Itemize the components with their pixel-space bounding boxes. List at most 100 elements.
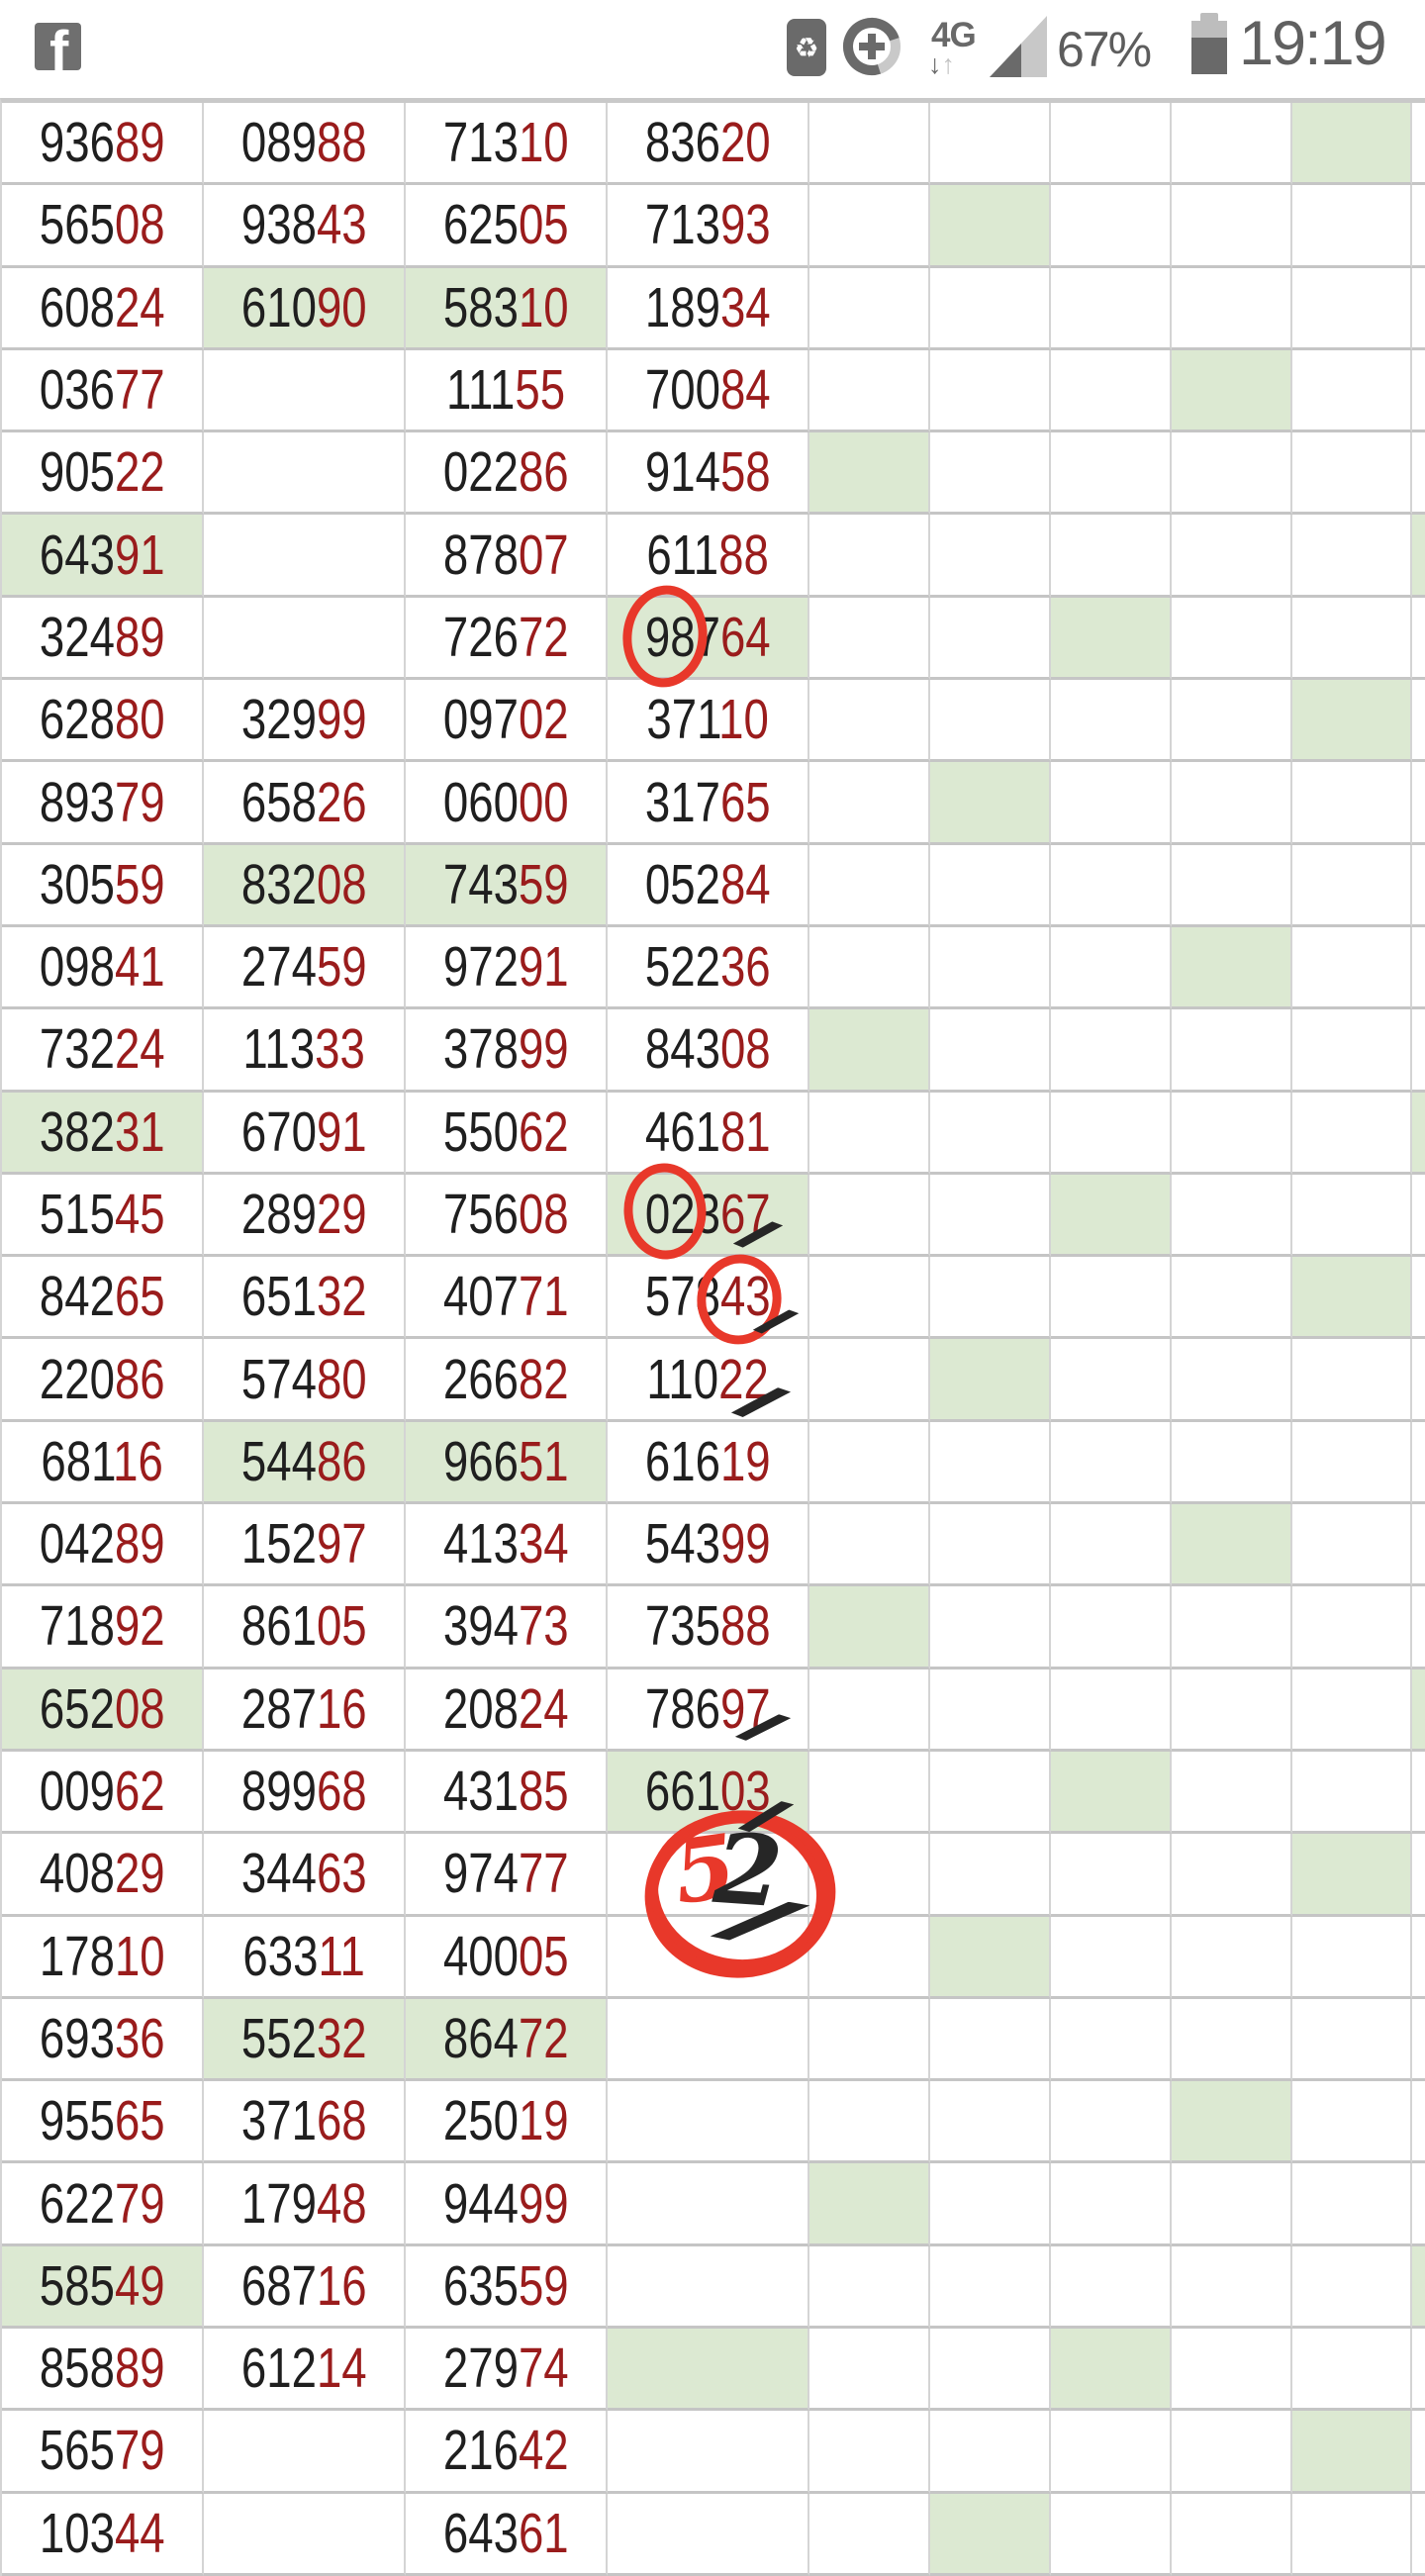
empty-cell bbox=[1051, 1092, 1172, 1175]
number-cell: 20824 bbox=[406, 1669, 608, 1752]
empty-cell bbox=[809, 349, 930, 433]
number-cell: 71310 bbox=[406, 103, 608, 186]
empty-cell bbox=[608, 2411, 809, 2494]
empty-cell bbox=[1412, 2493, 1425, 2576]
empty-cell bbox=[809, 1504, 930, 1587]
empty-cell bbox=[1292, 926, 1412, 1010]
number-cell: 85889 bbox=[2, 2329, 204, 2412]
empty-cell bbox=[1172, 1092, 1292, 1175]
empty-cell bbox=[1292, 432, 1412, 516]
empty-cell bbox=[809, 2329, 930, 2412]
number-cell: 34463 bbox=[204, 1834, 406, 1917]
number-cell: 94499 bbox=[406, 2163, 608, 2246]
empty-cell bbox=[1412, 2329, 1425, 2412]
number-cell: 56579 bbox=[2, 2411, 204, 2494]
power-saving-icon: ♻ bbox=[787, 19, 826, 76]
empty-cell bbox=[930, 1257, 1051, 1340]
number-cell: 40829 bbox=[2, 1834, 204, 1917]
empty-cell bbox=[608, 1834, 809, 1917]
empty-cell bbox=[930, 597, 1051, 681]
empty-cell bbox=[930, 1421, 1051, 1505]
empty-cell bbox=[1292, 2329, 1412, 2412]
empty-cell bbox=[1172, 2163, 1292, 2246]
empty-cell bbox=[1292, 2245, 1412, 2330]
number-cell: 58549 bbox=[2, 2245, 204, 2330]
empty-cell bbox=[1051, 103, 1172, 186]
empty-cell bbox=[1292, 1834, 1412, 1917]
number-cell: 32999 bbox=[204, 680, 406, 763]
number-cell: 31765 bbox=[608, 762, 809, 845]
number-cell: 61090 bbox=[204, 267, 406, 350]
empty-cell bbox=[930, 1092, 1051, 1175]
number-cell: 68116 bbox=[2, 1421, 204, 1505]
empty-cell bbox=[1292, 1998, 1412, 2082]
number-cell: 54486 bbox=[204, 1421, 406, 1505]
empty-cell bbox=[930, 1834, 1051, 1917]
empty-cell bbox=[809, 1174, 930, 1258]
empty-cell bbox=[1051, 762, 1172, 845]
number-cell: 40771 bbox=[406, 1257, 608, 1340]
empty-cell bbox=[1412, 2411, 1425, 2494]
number-cell: 28716 bbox=[204, 1669, 406, 1752]
number-cell: 27459 bbox=[204, 926, 406, 1010]
number-cell: 65826 bbox=[204, 762, 406, 845]
empty-cell bbox=[809, 2245, 930, 2330]
empty-cell bbox=[1292, 1421, 1412, 1505]
number-cell: 58310 bbox=[406, 267, 608, 350]
number-cell: 78697 bbox=[608, 1669, 809, 1752]
number-cell: 04289 bbox=[2, 1504, 204, 1587]
number-cell: 65208 bbox=[2, 1669, 204, 1752]
empty-cell bbox=[1051, 267, 1172, 350]
empty-cell bbox=[1172, 2411, 1292, 2494]
number-cell: 02286 bbox=[406, 432, 608, 516]
number-cell: 84308 bbox=[608, 1009, 809, 1093]
empty-cell bbox=[1172, 2493, 1292, 2576]
number-cell: 96651 bbox=[406, 1421, 608, 1505]
number-cell: 62279 bbox=[2, 2163, 204, 2246]
empty-cell bbox=[1051, 1421, 1172, 1505]
empty-cell bbox=[809, 597, 930, 681]
empty-cell bbox=[930, 926, 1051, 1010]
number-cell: 30559 bbox=[2, 844, 204, 927]
empty-cell bbox=[1412, 2245, 1425, 2330]
empty-cell bbox=[1292, 1504, 1412, 1587]
empty-cell bbox=[809, 680, 930, 763]
empty-cell bbox=[608, 2245, 809, 2330]
empty-cell bbox=[809, 1009, 930, 1093]
empty-cell bbox=[1412, 2163, 1425, 2246]
number-cell: 05284 bbox=[608, 844, 809, 927]
number-cell: 40005 bbox=[406, 1916, 608, 1999]
number-cell: 98764 bbox=[608, 597, 809, 681]
empty-cell bbox=[1412, 1669, 1425, 1752]
empty-cell bbox=[809, 267, 930, 350]
empty-cell bbox=[809, 1998, 930, 2082]
empty-cell bbox=[1172, 103, 1292, 186]
number-cell: 09702 bbox=[406, 680, 608, 763]
number-cell: 17810 bbox=[2, 1916, 204, 1999]
number-cell: 57480 bbox=[204, 1339, 406, 1422]
number-cell: 09841 bbox=[2, 926, 204, 1010]
empty-cell bbox=[1412, 1174, 1425, 1258]
number-cell: 63559 bbox=[406, 2245, 608, 2330]
empty-cell bbox=[1292, 515, 1412, 598]
empty-cell bbox=[1412, 1998, 1425, 2082]
facebook-icon: f bbox=[35, 23, 81, 70]
number-cell: 93843 bbox=[204, 185, 406, 268]
empty-cell bbox=[1292, 267, 1412, 350]
empty-cell bbox=[809, 926, 930, 1010]
empty-cell bbox=[930, 2245, 1051, 2330]
number-cell: 06000 bbox=[406, 762, 608, 845]
empty-cell bbox=[1412, 680, 1425, 763]
number-cell: 73224 bbox=[2, 1009, 204, 1093]
number-cell: 55232 bbox=[204, 1998, 406, 2082]
number-cell: 37899 bbox=[406, 1009, 608, 1093]
empty-cell bbox=[1172, 1339, 1292, 1422]
empty-cell bbox=[930, 1009, 1051, 1093]
empty-cell bbox=[930, 103, 1051, 186]
empty-cell bbox=[809, 1834, 930, 1917]
empty-cell bbox=[608, 1916, 809, 1999]
empty-cell bbox=[930, 680, 1051, 763]
number-cell: 21642 bbox=[406, 2411, 608, 2494]
empty-cell bbox=[1412, 1257, 1425, 1340]
empty-cell bbox=[809, 1092, 930, 1175]
